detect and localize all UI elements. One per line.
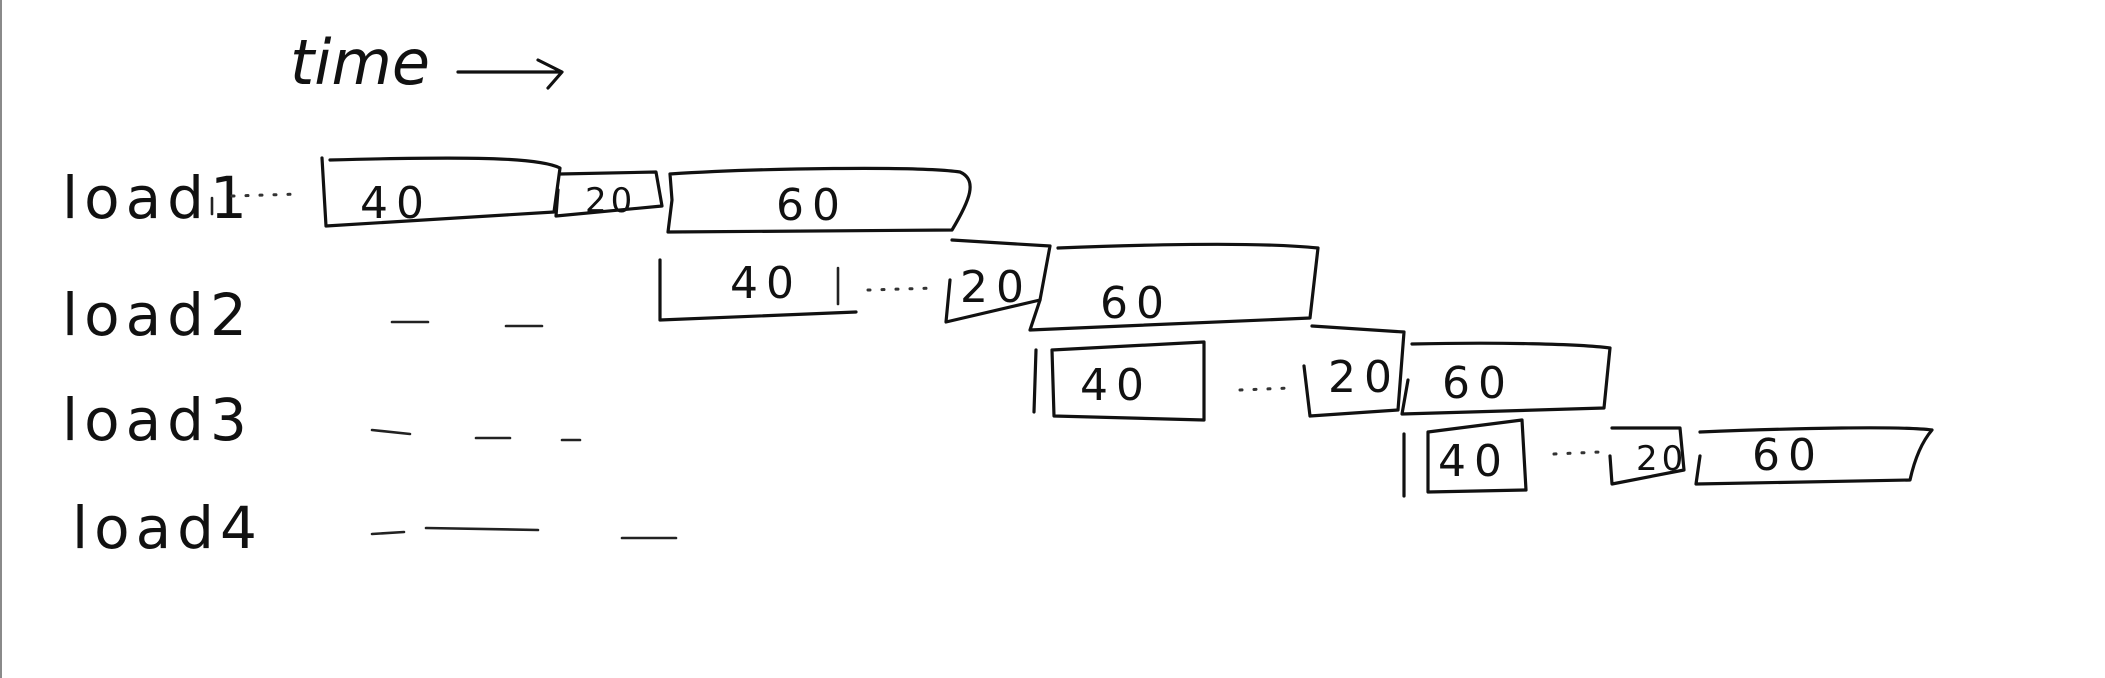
- row-label-load1: load1: [62, 164, 253, 232]
- row-label-load2: load2: [62, 281, 253, 349]
- load2-value-60: 60: [1100, 278, 1172, 329]
- load1-value-40: 40: [360, 178, 432, 229]
- load3-segment-40: 40: [1032, 340, 1292, 422]
- load1-segment-60: 60: [666, 166, 972, 234]
- load3-segment-60: 60: [1400, 341, 1612, 416]
- load2-segment-20: 20: [944, 238, 1052, 324]
- row-label-load4: load4: [72, 494, 263, 562]
- load3-value-40: 40: [1080, 360, 1152, 411]
- left-border: [0, 0, 2, 678]
- load4-segment-40: 40: [1402, 418, 1602, 498]
- load4-segment-20: 20: [1608, 426, 1687, 486]
- load2-segment-40: 40: [658, 258, 938, 322]
- load2-value-40: 40: [730, 258, 802, 309]
- idle-dashes-load4: [370, 526, 678, 540]
- time-label: time: [290, 26, 430, 99]
- idle-dashes-load3: [370, 428, 582, 442]
- load1-segment-40: 40: [320, 156, 562, 229]
- row-label-load3: load3: [62, 386, 253, 454]
- load4-value-60: 60: [1752, 430, 1824, 481]
- load3-segment-20: 20: [1302, 324, 1406, 418]
- load1-value-60: 60: [776, 180, 848, 231]
- load3-value-60: 60: [1442, 358, 1514, 409]
- load1-segment-20: 20: [554, 170, 664, 221]
- load2-value-20: 20: [960, 262, 1032, 313]
- idle-dashes-load1: [210, 192, 302, 216]
- idle-dashes-load2: [390, 320, 544, 328]
- load4-value-20: 20: [1636, 439, 1687, 479]
- load2-segment-60: 60: [1028, 242, 1320, 332]
- load4-segment-60: 60: [1694, 426, 1934, 486]
- load4-value-40: 40: [1438, 436, 1510, 487]
- load3-value-20: 20: [1328, 352, 1400, 403]
- time-arrow-icon: [456, 58, 564, 90]
- load1-value-20: 20: [585, 181, 636, 221]
